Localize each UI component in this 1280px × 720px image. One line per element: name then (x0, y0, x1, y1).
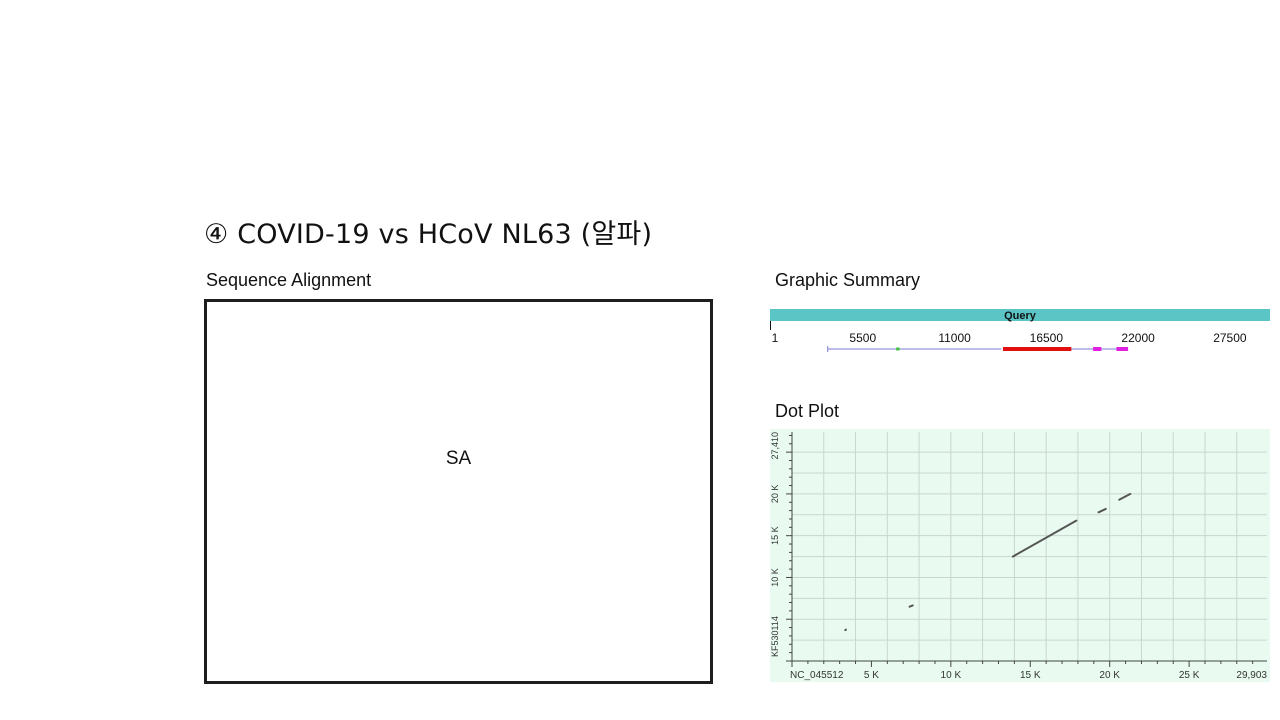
y-axis-name: KF530114 (770, 616, 780, 657)
summary-hit (896, 347, 900, 351)
y-tick-label: 20 K (770, 485, 780, 504)
summary-hit (1002, 347, 1072, 351)
y-tick-label: 27,410 (770, 432, 780, 460)
x-axis-name: NC_045512 (790, 670, 844, 681)
dot-plot-background (770, 429, 1270, 682)
y-tick-label: 15 K (770, 526, 780, 545)
dot-plot-chart: 5 K 10 K 15 K 20 K 25 K 29,903 10 K 15 K 20 K 27,… (770, 429, 1270, 682)
summary-tick-label: 22000 (1121, 331, 1155, 345)
alignment-segment (1118, 492, 1132, 501)
summary-tick-label: 5500 (849, 331, 876, 345)
alignment-segment (908, 604, 914, 608)
x-tick-label: 20 K (1099, 670, 1120, 681)
sequence-alignment-placeholder: SA (445, 448, 472, 469)
summary-hit (1116, 347, 1129, 351)
graphic-summary-heading: Graphic Summary (775, 270, 921, 290)
graphic-summary-panel: Query 1 5500 11000 16500 22000 27500 (769, 308, 1270, 358)
y-tick-label: 10 K (770, 568, 780, 587)
summary-hit (827, 348, 898, 350)
x-tick-label: 15 K (1020, 670, 1041, 681)
alignment-segment (1011, 519, 1078, 558)
slide-title: ④ COVID-19 vs HCoV NL63 (알파) (204, 219, 653, 250)
x-tick-label: 10 K (941, 670, 962, 681)
summary-hit (1093, 347, 1102, 351)
query-bar (770, 309, 1270, 321)
query-bar-label: Query (1004, 310, 1037, 322)
alignment-segment (1097, 507, 1107, 514)
sequence-alignment-heading: Sequence Alignment (206, 270, 372, 290)
summary-hit (899, 348, 1002, 350)
x-tick-label: 29,903 (1236, 670, 1267, 681)
summary-tick-label: 27500 (1213, 331, 1247, 345)
x-tick-label: 5 K (864, 670, 879, 681)
x-tick-label: 25 K (1179, 670, 1200, 681)
summary-tick-label: 16500 (1030, 331, 1064, 345)
dot-plot-heading: Dot Plot (775, 401, 840, 421)
summary-hit (1101, 348, 1117, 350)
dot-plot-panel: 5 K 10 K 15 K 20 K 25 K 29,903 10 K 15 K 20 K 27,… (770, 429, 1270, 682)
summary-tick-label: 1 (772, 331, 779, 345)
graphic-summary-chart: Query 1 5500 11000 16500 22000 27500 (769, 309, 1270, 352)
summary-hit (1071, 348, 1094, 350)
sequence-alignment-box: SA (204, 299, 713, 684)
summary-tick-label: 11000 (938, 331, 971, 345)
